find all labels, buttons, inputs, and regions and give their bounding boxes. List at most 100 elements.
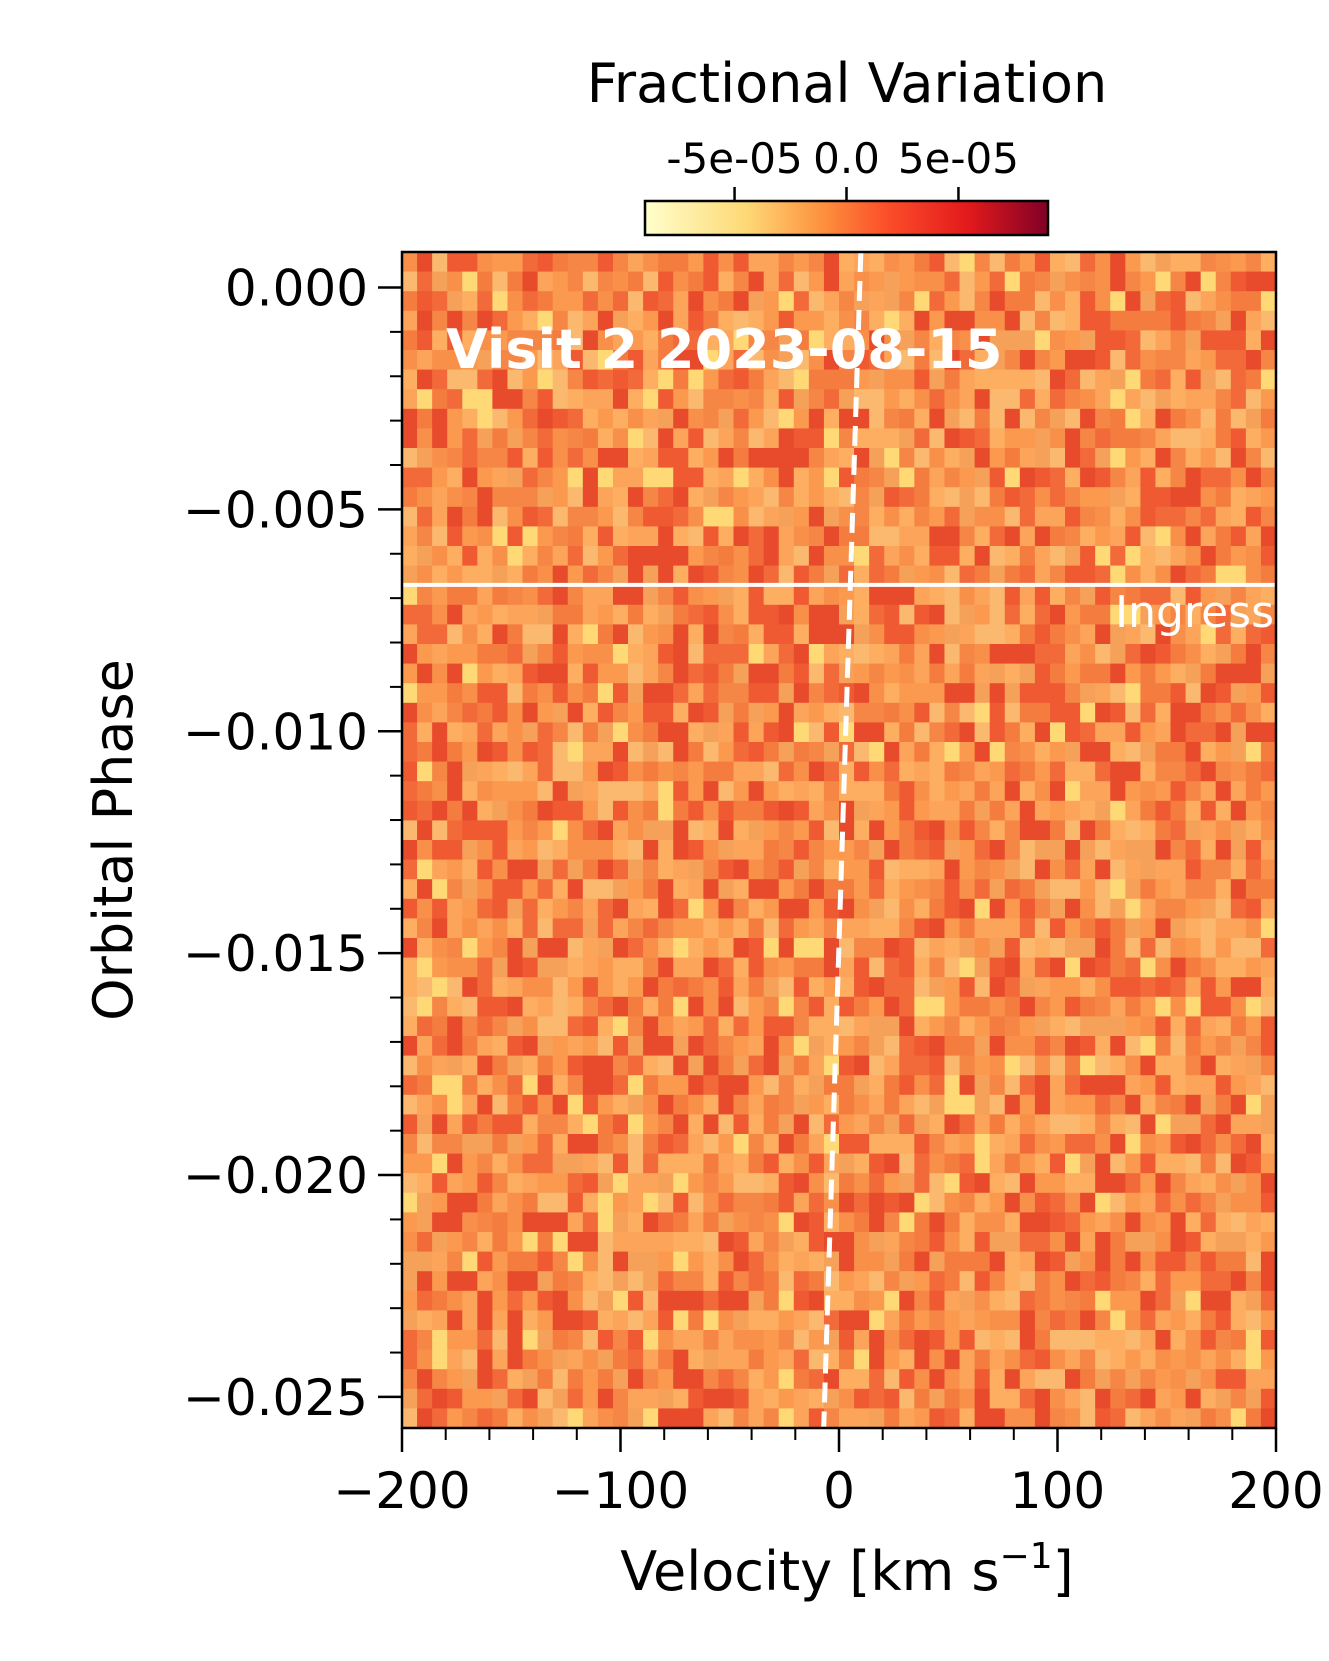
heatmap-cell [1004,1075,1021,1096]
heatmap-cell [778,585,795,606]
heatmap-cell [884,722,900,743]
heatmap-cell [1200,898,1217,919]
heatmap-cell [537,565,554,586]
heatmap-cell [643,1330,659,1351]
heatmap-cell [1140,1055,1157,1076]
heatmap-cell [1215,1408,1232,1428]
heatmap-cell [402,408,418,429]
heatmap-cell [522,428,539,449]
heatmap-cell [612,800,629,821]
heatmap-cell [718,604,735,625]
heatmap-cell [1155,938,1172,959]
heatmap-cell [582,271,599,292]
heatmap-cell [477,1055,494,1076]
heatmap-cell [612,859,629,880]
heatmap-cell [1140,1134,1157,1155]
heatmap-cell [582,526,599,547]
heatmap-cell [974,1290,991,1311]
heatmap-cell [567,977,584,998]
heatmap-cell [899,585,915,606]
heatmap-cell [1125,820,1141,841]
heatmap-cell [417,1153,433,1174]
heatmap-cell [552,1036,569,1057]
heatmap-cell [658,506,674,527]
heatmap-cell [1245,467,1262,488]
heatmap-cell [1185,1251,1202,1272]
heatmap-cell [447,918,463,939]
heatmap-cell [974,1036,991,1057]
heatmap-cell [989,1173,1006,1194]
heatmap-cell [628,252,644,273]
heatmap-cell [1230,1310,1247,1331]
heatmap-cell [432,1369,448,1390]
heatmap-cell [839,271,855,292]
heatmap-cell [1080,879,1096,900]
heatmap-cell [944,585,961,606]
heatmap-cell [688,624,704,645]
heatmap-cell [778,1271,795,1292]
heatmap-cell [959,820,976,841]
heatmap-cell [778,310,795,331]
heatmap-cell [748,604,765,625]
heatmap-cell [1230,800,1247,821]
heatmap-cell [612,840,629,861]
heatmap-cell [1185,330,1202,351]
heatmap-cell [1245,820,1262,841]
heatmap-cell [1230,722,1247,743]
heatmap-cell [552,1251,569,1272]
heatmap-cell [628,448,644,469]
heatmap-cell [748,781,765,802]
heatmap-cell [1080,624,1096,645]
heatmap-cell [658,1016,674,1037]
heatmap-cell [522,252,539,273]
heatmap-cell [477,1232,494,1253]
heatmap-cell [1200,448,1217,469]
heatmap-cell [537,702,554,723]
heatmap-cell [1155,722,1172,743]
heatmap-cell [1155,624,1172,645]
heatmap-cell [492,1330,509,1351]
heatmap-cell [417,1134,433,1155]
heatmap-cell [628,957,644,978]
heatmap-cell [552,252,569,273]
heatmap-cell [778,1349,795,1370]
heatmap-cell [1125,1369,1141,1390]
heatmap-cell [688,467,704,488]
heatmap-cell [1034,1114,1051,1135]
heatmap-cell [748,291,765,312]
heatmap-cell [884,526,900,547]
heatmap-cell [1140,820,1157,841]
heatmap-cell [582,487,599,508]
heatmap-cell [1049,624,1066,645]
heatmap-cell [402,565,418,586]
heatmap-cell [1004,1271,1021,1292]
heatmap-cell [763,820,780,841]
heatmap-cell [839,369,855,390]
heatmap-cell [1049,350,1066,371]
heatmap-cell [1019,1055,1036,1076]
heatmap-cell [748,330,765,351]
heatmap-cell [537,1173,554,1194]
heatmap-cell [1125,644,1141,665]
heatmap-cell [402,448,418,469]
heatmap-cell [1019,252,1036,273]
heatmap-cell [884,683,900,704]
heatmap-cell [1019,1369,1036,1390]
heatmap-cell [914,800,931,821]
heatmap-cell [914,310,931,331]
heatmap-cell [1170,820,1187,841]
heatmap-cell [1140,1349,1157,1370]
heatmap-cell [869,781,885,802]
heatmap-cell [869,1408,885,1428]
heatmap-cell [944,1153,961,1174]
heatmap-cell [1080,683,1096,704]
heatmap-cell [1140,840,1157,861]
heatmap-cell [1230,702,1247,723]
heatmap-cell [597,271,614,292]
heatmap-cell [567,859,584,880]
heatmap-cell [1065,252,1081,273]
heatmap-cell [748,898,765,919]
heatmap-cell [447,1349,463,1370]
heatmap-cell [597,389,614,410]
heatmap-cell [1049,1153,1066,1174]
